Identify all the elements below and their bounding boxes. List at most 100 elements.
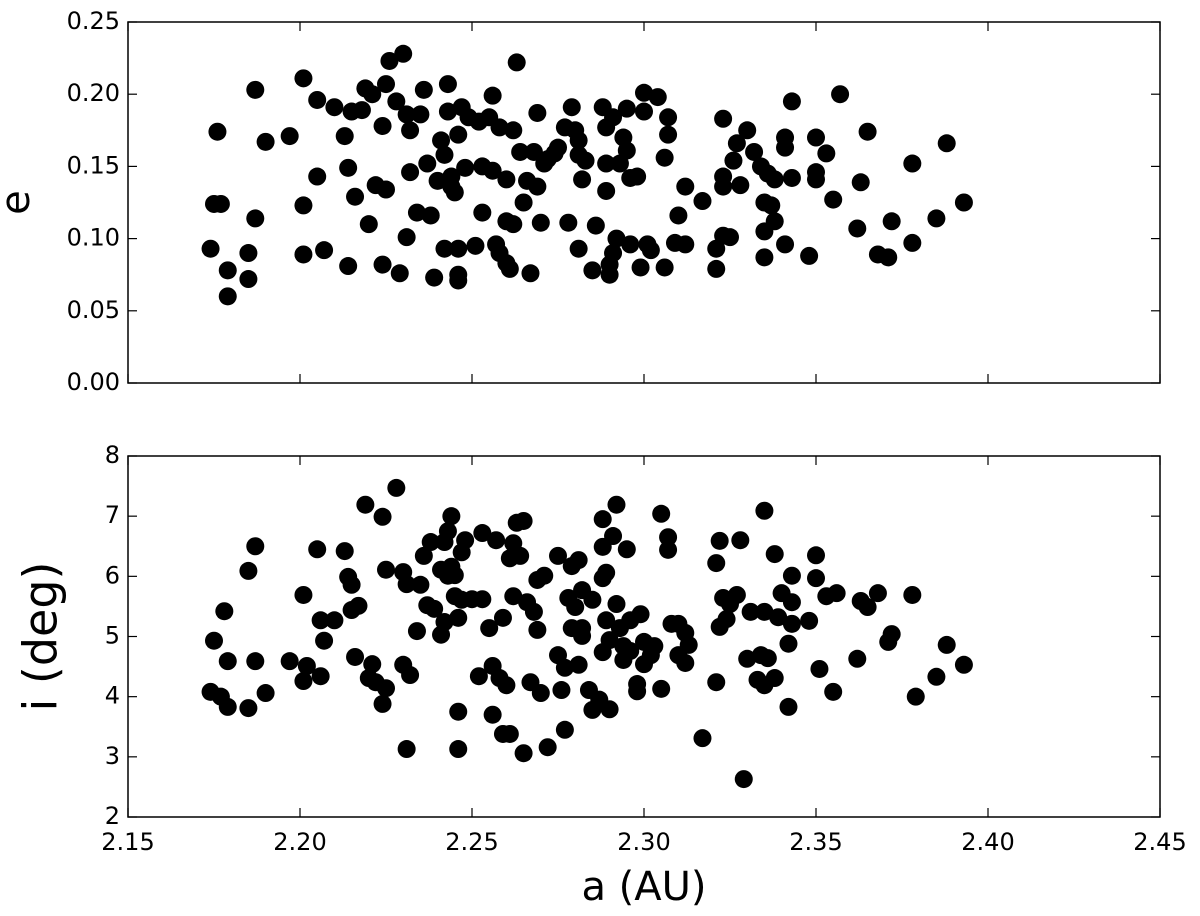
point (473, 590, 492, 609)
point (755, 248, 774, 267)
point (655, 148, 674, 167)
point (745, 142, 764, 161)
point (555, 720, 574, 739)
point (339, 158, 358, 177)
point (308, 90, 327, 109)
point (401, 163, 420, 182)
point (848, 219, 867, 238)
point (500, 724, 519, 743)
x-tick-label: 2.45 (1133, 828, 1186, 856)
point (738, 121, 757, 140)
point (858, 598, 877, 617)
point (473, 524, 492, 543)
point (308, 167, 327, 186)
point (208, 122, 227, 141)
point (449, 265, 468, 284)
point (607, 495, 626, 514)
point (807, 128, 825, 147)
point (607, 595, 626, 614)
point (562, 98, 581, 117)
point (456, 158, 475, 177)
point (414, 546, 433, 565)
point (693, 192, 712, 211)
point (528, 620, 547, 639)
point (566, 598, 585, 617)
point (851, 173, 870, 192)
point (531, 684, 550, 703)
point (363, 655, 382, 674)
point (280, 652, 299, 671)
point (765, 212, 784, 231)
point (480, 619, 499, 638)
point (810, 659, 829, 678)
y-tick-label: 7 (105, 501, 120, 529)
point (597, 154, 616, 173)
point (659, 108, 678, 127)
point (906, 687, 925, 706)
point (352, 101, 371, 120)
point (659, 125, 678, 144)
point (239, 270, 258, 289)
point (765, 669, 784, 688)
point (428, 171, 447, 190)
point (621, 641, 640, 660)
point (758, 649, 777, 668)
y-tick-label: 0.10 (67, 224, 120, 252)
point (504, 587, 523, 606)
point (445, 566, 464, 585)
point (782, 92, 801, 111)
point (903, 585, 922, 604)
point (641, 241, 660, 260)
point (466, 236, 485, 255)
point (586, 216, 605, 235)
point (617, 99, 636, 118)
point (407, 203, 426, 222)
point (373, 507, 392, 526)
point (755, 602, 774, 621)
point (710, 531, 729, 550)
point (882, 212, 901, 231)
point (397, 228, 416, 247)
point (600, 631, 619, 650)
point (456, 531, 475, 550)
point (373, 255, 392, 274)
point (721, 228, 739, 247)
point (555, 658, 574, 677)
point (597, 181, 616, 200)
point (438, 75, 457, 94)
x-tick-label: 2.25 (445, 828, 498, 856)
point (377, 180, 395, 199)
point (346, 187, 365, 206)
point (432, 131, 451, 150)
point (218, 652, 237, 671)
point (734, 770, 753, 789)
point (600, 700, 619, 719)
scatter-points (201, 478, 973, 789)
point (442, 167, 461, 186)
y-tick-label: 5 (105, 622, 120, 650)
point (597, 611, 616, 630)
point (411, 575, 430, 594)
point (659, 540, 678, 559)
point (954, 193, 973, 212)
point (593, 510, 612, 529)
point (549, 546, 567, 565)
point (552, 681, 571, 700)
point (407, 622, 426, 641)
point (377, 679, 395, 698)
point (903, 154, 922, 173)
y-tick-label: 2 (105, 802, 120, 830)
point (762, 196, 781, 215)
point (800, 611, 819, 630)
point (600, 265, 619, 284)
point (504, 215, 523, 234)
point (669, 206, 688, 225)
point (741, 602, 760, 621)
point (635, 83, 653, 102)
point (473, 203, 492, 222)
point (831, 85, 850, 104)
point (514, 744, 533, 763)
point (211, 194, 230, 213)
point (315, 241, 334, 260)
point (807, 170, 825, 189)
